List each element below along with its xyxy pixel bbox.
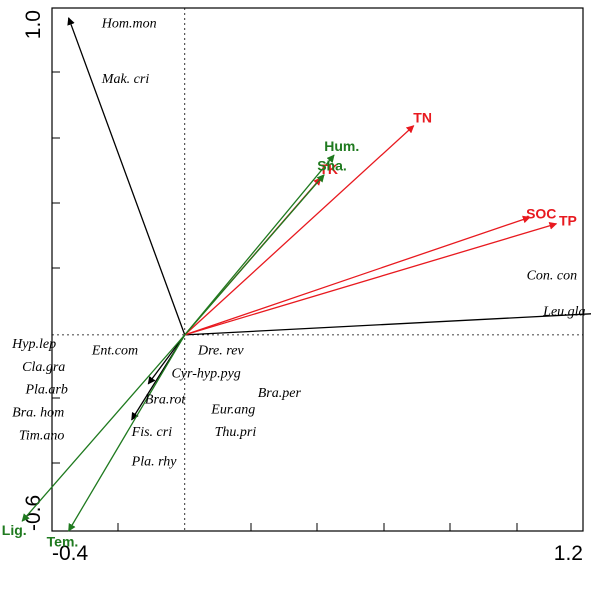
vector-label-tem: Tem. <box>47 533 79 549</box>
tick-marks <box>52 71 518 531</box>
species-label-con-con: Con. con <box>527 268 578 283</box>
vector-sha <box>184 174 325 336</box>
vector-lig <box>21 334 186 522</box>
vector-label-soc: SOC <box>526 205 556 221</box>
species-label-bra-per: Bra.per <box>258 386 302 401</box>
vector-hum <box>184 154 335 336</box>
vector-tp <box>184 222 558 336</box>
vector-soc <box>184 215 531 336</box>
species-label-mak-cri: Mak. cri <box>101 72 150 87</box>
vector-label-tn: TN <box>413 110 432 126</box>
species-label-pla-arb: Pla.arb <box>24 383 67 398</box>
vector-con-con <box>184 313 591 336</box>
species-label-fis-cri: Fis. cri <box>131 425 173 440</box>
species-label-dre-rev: Dre. rev <box>197 343 244 358</box>
vector-hom-mon <box>67 17 186 336</box>
species-label-hyp-lep: Hyp.lep <box>11 337 56 352</box>
species-label-eur-ang: Eur.ang <box>210 402 255 417</box>
species-label-hom-mon: Hom.mon <box>101 17 157 32</box>
vector-tn <box>184 125 415 336</box>
vector-label-hum: Hum. <box>324 138 359 154</box>
vector-label-lig: Lig. <box>2 522 27 538</box>
species-label-bra-rot: Bra.rot <box>145 393 186 408</box>
species-label-cla-gra: Cla.gra <box>22 360 65 375</box>
vector-layer <box>21 17 591 532</box>
y-tick-label-max: 1.0 <box>22 10 45 39</box>
vector-ent-com <box>147 334 186 385</box>
species-label-cyr-hyp-pyg: Cyr-hyp.pyg <box>171 366 240 381</box>
x-tick-label-min: -0.4 <box>52 542 89 565</box>
species-label-tim-ano: Tim.ano <box>19 428 65 443</box>
vector-label-tp: TP <box>559 212 577 228</box>
vector-label-tk: TK <box>319 161 338 177</box>
x-tick-label-max: 1.2 <box>554 542 583 565</box>
species-label-thu-pri: Thu.pri <box>215 425 257 440</box>
species-label-bra-hom: Bra. hom <box>12 406 64 421</box>
species-label-leu-gla: Leu.gla <box>542 304 585 319</box>
vector-label-sha: Sha. <box>317 158 347 174</box>
vector-tem <box>68 334 186 532</box>
vector-label-layer: TN SOC TP TK Hum. Sha. Lig. Tem. <box>2 110 577 550</box>
species-label-pla-rhy: Pla. rhy <box>131 455 178 470</box>
y-tick-label-min: -0.6 <box>22 495 45 531</box>
species-label-layer: Hom.mon Mak. cri Con. con Leu.gla Hyp.lep Ent… <box>11 17 585 470</box>
species-label-ent-com: Ent.com <box>91 343 138 358</box>
